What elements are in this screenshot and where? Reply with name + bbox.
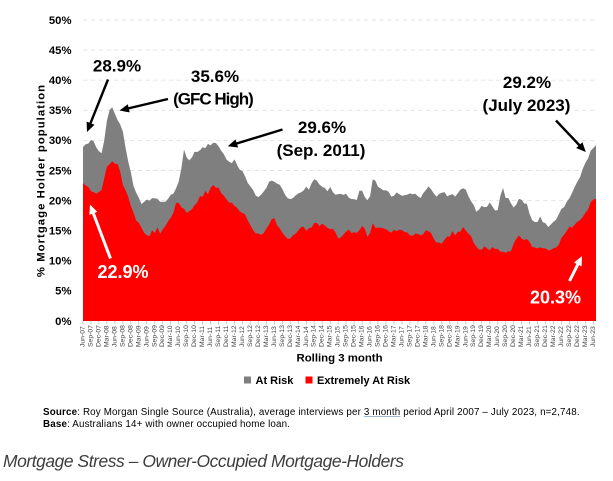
- svg-text:Jun-19: Jun-19: [462, 326, 469, 347]
- svg-text:Mar-18: Mar-18: [422, 325, 429, 347]
- svg-text:15%: 15%: [49, 226, 72, 238]
- svg-text:Sep-17: Sep-17: [406, 325, 413, 347]
- svg-text:50%: 50%: [49, 15, 72, 27]
- svg-text:25%: 25%: [49, 165, 72, 177]
- svg-text:Jun-20: Jun-20: [494, 326, 501, 347]
- svg-text:Dec-08: Dec-08: [127, 325, 134, 347]
- svg-text:Dec-20: Dec-20: [510, 325, 517, 347]
- svg-text:Mar-21: Mar-21: [518, 325, 525, 347]
- svg-text:Dec-13: Dec-13: [287, 325, 294, 347]
- svg-text:At Risk: At Risk: [256, 375, 295, 387]
- svg-text:Sep-09: Sep-09: [151, 325, 158, 347]
- svg-text:Mar-10: Mar-10: [167, 325, 174, 347]
- svg-text:45%: 45%: [49, 45, 72, 57]
- svg-text:Mar-11: Mar-11: [199, 326, 206, 347]
- svg-text:Dec-12: Dec-12: [255, 325, 262, 347]
- svg-text:Mar-09: Mar-09: [135, 325, 142, 347]
- svg-text:Jun-07: Jun-07: [80, 326, 87, 347]
- svg-text:Jun-11: Jun-11: [207, 327, 214, 347]
- svg-text:Mar-14: Mar-14: [295, 325, 302, 347]
- svg-text:Sep-07: Sep-07: [88, 325, 95, 347]
- svg-text:30%: 30%: [49, 135, 72, 147]
- svg-text:Dec-17: Dec-17: [414, 325, 421, 347]
- svg-text:28.9%: 28.9%: [93, 57, 141, 76]
- svg-text:Dec-16: Dec-16: [383, 325, 390, 347]
- svg-text:Mar-22: Mar-22: [550, 325, 557, 347]
- svg-text:Jun-08: Jun-08: [111, 326, 118, 347]
- svg-text:Sep-15: Sep-15: [343, 325, 350, 347]
- svg-text:(GFC High): (GFC High): [173, 90, 253, 109]
- svg-text:Jun-22: Jun-22: [558, 326, 565, 347]
- svg-text:20%: 20%: [49, 195, 72, 207]
- svg-text:Sep-10: Sep-10: [183, 325, 190, 347]
- svg-text:Dec-07: Dec-07: [95, 325, 102, 347]
- svg-text:5%: 5%: [55, 286, 71, 298]
- svg-text:0%: 0%: [55, 316, 71, 328]
- svg-text:Jun-21: Jun-21: [526, 326, 533, 347]
- svg-text:Sep-08: Sep-08: [119, 325, 126, 347]
- svg-text:Jun-15: Jun-15: [335, 326, 342, 347]
- svg-text:Sep-14: Sep-14: [311, 325, 318, 347]
- svg-text:Sep-22: Sep-22: [566, 325, 573, 347]
- svg-text:Dec-14: Dec-14: [319, 325, 326, 347]
- svg-text:29.6%: 29.6%: [298, 118, 346, 137]
- svg-text:Sep-19: Sep-19: [470, 325, 477, 347]
- svg-text:Jun-16: Jun-16: [367, 326, 374, 347]
- svg-text:Dec-10: Dec-10: [191, 325, 198, 347]
- svg-text:20.3%: 20.3%: [530, 288, 581, 308]
- svg-text:Extremely At Risk: Extremely At Risk: [317, 375, 411, 387]
- svg-text:35%: 35%: [49, 105, 72, 117]
- svg-text:Sep-21: Sep-21: [534, 325, 541, 347]
- svg-text:Mar-08: Mar-08: [103, 325, 110, 347]
- svg-text:Sep-18: Sep-18: [438, 325, 445, 347]
- svg-text:Jun-14: Jun-14: [303, 326, 310, 347]
- svg-text:22.9%: 22.9%: [97, 262, 148, 282]
- svg-text:Mar-20: Mar-20: [486, 325, 493, 347]
- svg-text:Dec-21: Dec-21: [542, 325, 549, 347]
- svg-text:Mar-12: Mar-12: [231, 325, 238, 347]
- svg-text:Dec-22: Dec-22: [574, 325, 581, 347]
- svg-text:Jun-23: Jun-23: [590, 326, 597, 347]
- svg-text:Dec-15: Dec-15: [351, 325, 358, 347]
- svg-text:Sep-20: Sep-20: [502, 325, 509, 347]
- svg-text:Dec-11: Dec-11: [223, 325, 230, 347]
- svg-text:Sep-13: Sep-13: [279, 325, 286, 347]
- svg-text:Mar-15: Mar-15: [327, 325, 334, 347]
- svg-text:Mar-16: Mar-16: [359, 325, 366, 347]
- svg-text:29.2%: 29.2%: [503, 73, 551, 92]
- svg-text:(July 2023): (July 2023): [483, 96, 571, 115]
- svg-text:Sep-11: Sep-11: [215, 325, 222, 347]
- svg-text:Dec-19: Dec-19: [478, 325, 485, 347]
- svg-text:Jun-17: Jun-17: [399, 326, 406, 347]
- svg-text:% Mortgage Holder population: % Mortgage Holder population: [35, 84, 47, 277]
- svg-text:Jun-18: Jun-18: [430, 326, 437, 347]
- svg-text:(Sep. 2011): (Sep. 2011): [277, 141, 366, 160]
- svg-text:Mar-17: Mar-17: [391, 325, 398, 347]
- svg-text:10%: 10%: [49, 256, 72, 268]
- svg-text:Jun-10: Jun-10: [175, 326, 182, 347]
- svg-text:Jun-09: Jun-09: [143, 326, 150, 347]
- svg-text:40%: 40%: [49, 75, 72, 87]
- svg-text:Dec-18: Dec-18: [446, 325, 453, 347]
- svg-text:Jun-12: Jun-12: [239, 326, 246, 347]
- svg-text:Mar-23: Mar-23: [582, 325, 589, 347]
- svg-text:Dec-09: Dec-09: [159, 325, 166, 347]
- svg-text:Sep-16: Sep-16: [375, 325, 382, 347]
- svg-text:Mar-19: Mar-19: [454, 325, 461, 347]
- svg-text:35.6%: 35.6%: [191, 67, 239, 86]
- svg-text:Rolling 3 month: Rolling 3 month: [296, 353, 382, 365]
- svg-text:Jun-13: Jun-13: [271, 326, 278, 347]
- svg-text:Sep-12: Sep-12: [247, 325, 254, 347]
- svg-text:Mar-13: Mar-13: [263, 325, 270, 347]
